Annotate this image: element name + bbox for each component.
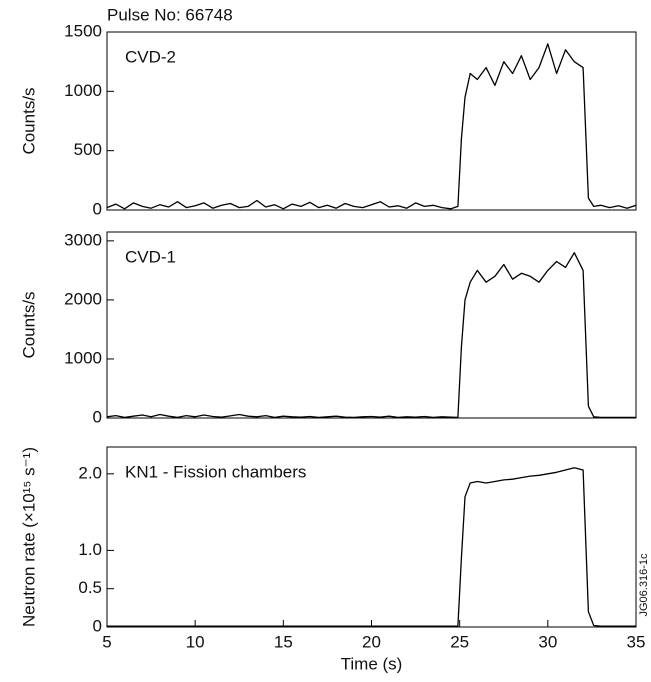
- data-line: [106, 252, 636, 419]
- y-tick-label: 0: [93, 407, 102, 426]
- data-line: [106, 43, 637, 210]
- y-tick-label: 1.0: [78, 540, 102, 559]
- x-tick-label: 5: [102, 632, 111, 651]
- y-tick-label: 0: [93, 616, 102, 635]
- x-tick-label: 35: [627, 632, 646, 651]
- y-tick-label: 1000: [64, 81, 102, 100]
- panel-label: CVD-1: [125, 247, 176, 266]
- chart-title: Pulse No: 66748: [107, 5, 233, 24]
- y-tick-label: 1500: [64, 21, 102, 40]
- data-line: [107, 467, 636, 627]
- x-tick-label: 15: [274, 632, 293, 651]
- y-axis-label: Neutron rate (×10¹⁵ s⁻¹): [19, 447, 38, 627]
- y-tick-label: 2.0: [78, 463, 102, 482]
- x-tick-label: 10: [186, 632, 205, 651]
- plot-frame: [106, 231, 637, 419]
- panel-label: KN1 - Fission chambers: [125, 462, 306, 481]
- y-tick-label: 1000: [64, 348, 102, 367]
- plot-frame: [106, 31, 637, 211]
- x-axis-label: Time (s): [341, 654, 403, 673]
- y-tick-label: 0: [93, 199, 102, 218]
- panel-label: CVD-2: [125, 47, 176, 66]
- y-axis-label: Counts/s: [19, 87, 38, 154]
- x-tick-label: 30: [538, 632, 557, 651]
- y-tick-label: 0.5: [78, 578, 102, 597]
- y-tick-label: 500: [74, 140, 102, 159]
- y-tick-label: 3000: [64, 230, 102, 249]
- x-tick-label: 20: [362, 632, 381, 651]
- y-axis-label: Counts/s: [19, 291, 38, 358]
- figure-id: JG06.316-1c: [638, 553, 650, 616]
- x-tick-label: 25: [450, 632, 469, 651]
- y-tick-label: 2000: [64, 289, 102, 308]
